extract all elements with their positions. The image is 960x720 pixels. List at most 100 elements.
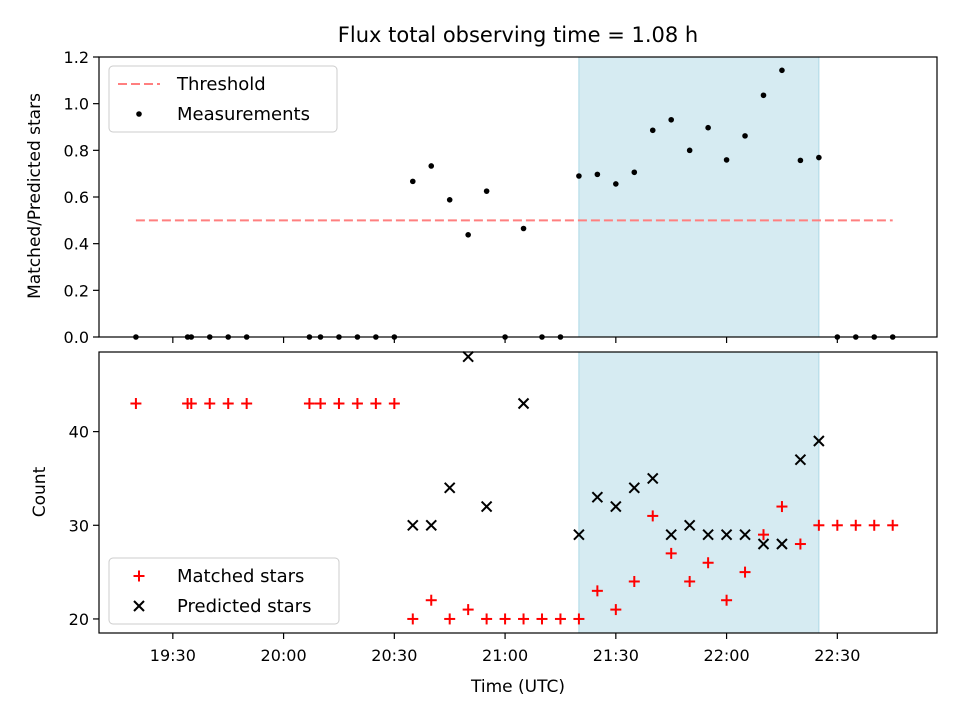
shaded-span	[578, 56, 820, 338]
predicted-star-point	[591, 491, 604, 503]
measurement-point	[668, 116, 675, 123]
predicted-star-point	[813, 435, 825, 447]
measurement-point	[723, 157, 730, 163]
x-tick-label: 22:00	[704, 646, 750, 665]
predicted-star-point	[776, 538, 788, 550]
matched-star-point	[222, 398, 234, 410]
measurement-point	[816, 154, 822, 161]
predicted-star-stroke-b	[776, 538, 788, 550]
measurement-point	[631, 169, 638, 176]
predicted-star-stroke-b	[665, 528, 677, 541]
matched-star-point	[407, 613, 419, 625]
legend-label: Threshold	[176, 74, 266, 95]
matched-star-point	[536, 613, 548, 625]
x-tick-label: 21:00	[482, 646, 528, 665]
matched-star-point	[518, 613, 530, 625]
matched-star-point	[684, 575, 696, 587]
x-tick-label: 20:30	[371, 646, 417, 665]
predicted-star-point	[739, 528, 751, 541]
matched-star-point	[241, 398, 253, 410]
predicted-star-point	[665, 528, 677, 541]
matched-star-point	[444, 613, 456, 625]
predicted-star-stroke-b	[610, 500, 622, 513]
measurement-point	[649, 127, 656, 134]
predicted-star-point	[702, 528, 714, 541]
predicted-star-stroke-b	[794, 454, 807, 466]
matched-star-point	[647, 510, 659, 522]
matched-star-point	[831, 519, 843, 531]
predicted-star-point	[720, 528, 733, 541]
legend-label: Predicted stars	[177, 596, 311, 617]
legend-predicted-swatch-b	[133, 600, 145, 612]
y-tick-label: 20	[69, 610, 89, 629]
predicted-star-stroke-b	[462, 350, 474, 363]
x-tick-label: 22:30	[814, 646, 860, 665]
legend-box	[108, 65, 338, 133]
predicted-star-point	[425, 519, 437, 531]
measurement-point	[576, 173, 582, 179]
measurement-point	[446, 197, 453, 203]
predicted-star-stroke-b	[425, 519, 437, 531]
predicted-star-point	[794, 454, 807, 466]
measurement-point	[779, 67, 785, 74]
predicted-star-stroke-b	[480, 500, 493, 513]
bottom-panel: 20 30 40 19:30 20:00 20:30 21:00 21:30 22:00 22:3…	[69, 350, 938, 665]
predicted-star-stroke-b	[683, 519, 696, 531]
matched-star-point	[314, 398, 326, 410]
matched-star-point	[610, 604, 622, 616]
measurement-point	[613, 181, 619, 187]
matched-star-point	[868, 519, 880, 531]
x-axis-label: Time (UTC)	[470, 677, 565, 697]
matched-star-point	[573, 613, 585, 625]
y-tick-label: 0.6	[64, 188, 89, 207]
measurement-point	[520, 225, 527, 232]
predicted-star-stroke-b	[628, 482, 640, 494]
matched-star-point	[481, 613, 493, 625]
predicted-star-stroke-b	[647, 472, 659, 485]
y-tick-label: 30	[69, 516, 89, 535]
legend-box	[108, 557, 340, 625]
x-tick-label: 19:30	[150, 646, 196, 665]
measurement-point	[705, 124, 711, 131]
matched-star-point	[721, 594, 733, 606]
legend-label: Matched stars	[177, 566, 304, 587]
y-tick-label: 0.2	[64, 281, 89, 300]
y-tick-label: 40	[69, 423, 89, 442]
matched-star-point	[554, 613, 566, 625]
measurement-point	[483, 188, 490, 194]
predicted-star-stroke-b	[813, 435, 825, 447]
matched-star-point	[665, 547, 677, 559]
predicted-star-point	[573, 528, 585, 541]
predicted-star-point	[462, 350, 474, 363]
y-tick-label: 0.4	[64, 235, 89, 254]
predicted-star-stroke-b	[720, 528, 733, 541]
predicted-star-point	[517, 397, 530, 410]
matched-star-point	[370, 398, 382, 410]
measurement-point	[760, 92, 767, 99]
predicted-star-point	[480, 500, 493, 513]
matched-star-point	[702, 557, 714, 569]
y-tick-label: 0.0	[64, 328, 89, 347]
shaded-span	[578, 351, 820, 634]
matched-star-point	[813, 519, 825, 531]
matched-star-point	[776, 501, 788, 513]
y-tick-label: 1.0	[64, 95, 89, 114]
y-tick-label: 0.8	[64, 141, 89, 160]
measurement-point	[686, 147, 693, 154]
predicted-star-stroke-b	[757, 538, 770, 550]
y-tick-label: 1.2	[64, 48, 89, 67]
legend-label: Measurements	[177, 104, 310, 125]
x-tick-label: 21:30	[593, 646, 639, 665]
bottom-y-axis-label: Count	[30, 466, 50, 517]
predicted-star-stroke-b	[739, 528, 751, 541]
matched-star-point	[204, 398, 216, 410]
matched-star-point	[130, 398, 142, 410]
matched-star-point	[351, 398, 363, 410]
predicted-star-stroke-b	[591, 491, 604, 503]
predicted-star-stroke-b	[517, 397, 530, 410]
matched-star-point	[425, 594, 437, 606]
predicted-star-stroke-b	[702, 528, 714, 541]
measurement-point	[409, 178, 416, 185]
predicted-star-point	[610, 500, 622, 513]
